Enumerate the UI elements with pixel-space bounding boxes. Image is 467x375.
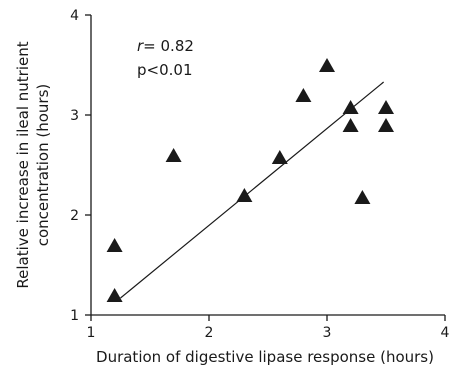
y-axis-title-line-2: concentration (hours)	[34, 84, 52, 247]
correlation-annotation: r= 0.82 p<0.01	[137, 37, 194, 79]
data-point	[378, 118, 394, 132]
r-symbol: r	[137, 37, 144, 55]
r-annotation: r= 0.82	[137, 37, 194, 55]
y-tick-label: 3	[70, 108, 79, 124]
x-tick-label: 3	[323, 325, 332, 341]
x-tick-label: 2	[205, 325, 214, 341]
data-point	[106, 238, 123, 252]
y-tick-label: 1	[70, 308, 79, 324]
regression-line	[120, 81, 385, 299]
data-point	[342, 118, 359, 132]
p-value-annotation: p<0.01	[137, 61, 193, 79]
x-tick-label: 1	[87, 325, 96, 341]
axes: 1 2 3 4 1 2 3 4	[70, 8, 449, 341]
x-tick-label: 4	[441, 325, 450, 341]
y-tick-label: 4	[70, 8, 79, 24]
y-axis-title-line-1: Relative increase in ileal nutrient	[14, 41, 32, 288]
data-point	[165, 148, 182, 162]
y-tick-label: 2	[70, 208, 79, 224]
x-axis-title: Duration of digestive lipase response (h…	[96, 348, 434, 366]
data-point	[295, 88, 312, 102]
data-point	[378, 100, 394, 114]
data-point	[354, 190, 371, 204]
r-value: = 0.82	[143, 37, 194, 55]
data-point	[271, 150, 288, 164]
data-point	[236, 188, 253, 202]
data-point	[342, 100, 359, 114]
data-points	[106, 58, 394, 302]
data-point	[106, 288, 123, 302]
data-point	[319, 58, 335, 72]
y-axis-title: Relative increase in ileal nutrient conc…	[14, 41, 52, 288]
regression-line-group	[120, 81, 385, 299]
